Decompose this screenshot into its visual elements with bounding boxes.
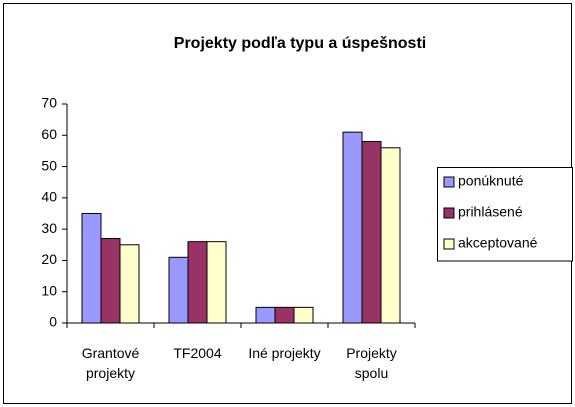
x-tick-label: Grantové projekty bbox=[81, 345, 140, 381]
x-tick-label: TF2004 bbox=[173, 345, 222, 361]
bar bbox=[293, 306, 314, 324]
y-tick-label: 0 bbox=[49, 314, 57, 330]
y-tick-label: 10 bbox=[41, 282, 57, 298]
x-tick-label: Projekty spolu bbox=[346, 345, 397, 381]
legend-swatch bbox=[443, 207, 455, 219]
y-tick-label: 30 bbox=[41, 220, 57, 236]
chart-title: Projekty podľa typu a úspešnosti bbox=[174, 35, 426, 52]
bar bbox=[81, 213, 102, 324]
y-tick-label: 70 bbox=[41, 95, 57, 111]
bar bbox=[255, 306, 276, 324]
legend-swatch bbox=[443, 238, 455, 250]
bar bbox=[361, 141, 382, 324]
bar bbox=[342, 131, 363, 324]
legend-label: akceptované bbox=[458, 235, 538, 251]
legend-swatch bbox=[443, 176, 455, 188]
x-tick-label: Iné projekty bbox=[248, 345, 321, 361]
bar bbox=[274, 306, 295, 324]
legend-box bbox=[437, 167, 573, 262]
bar bbox=[206, 241, 227, 324]
bar bbox=[187, 241, 208, 324]
legend-label: ponúknuté bbox=[458, 173, 524, 189]
bar bbox=[380, 147, 401, 324]
y-tick-label: 20 bbox=[41, 251, 57, 267]
bar bbox=[119, 244, 140, 324]
y-tick-label: 50 bbox=[41, 157, 57, 173]
bar bbox=[100, 238, 121, 324]
legend-label: prihlásené bbox=[458, 204, 523, 220]
y-tick-label: 40 bbox=[41, 189, 57, 205]
y-tick-label: 60 bbox=[41, 126, 57, 142]
bar bbox=[168, 256, 189, 324]
